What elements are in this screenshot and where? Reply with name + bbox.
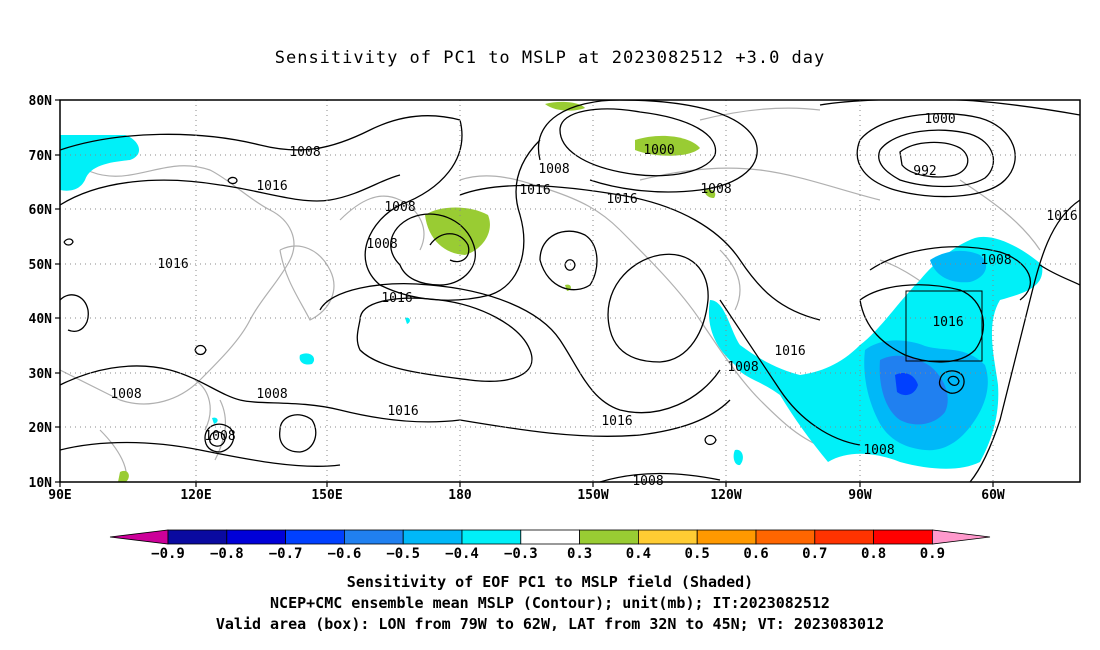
colorbar-box bbox=[696, 529, 757, 545]
graticule bbox=[60, 100, 1080, 482]
contour-label: 1008 bbox=[366, 237, 397, 252]
colorbar-tick-label: 0.8 bbox=[861, 546, 886, 562]
colorbar-box bbox=[873, 529, 933, 545]
contour-label: 1008 bbox=[204, 429, 235, 444]
colorbar-arrow-high bbox=[932, 529, 991, 545]
caption-line: NCEP+CMC ensemble mean MSLP (Contour); u… bbox=[270, 594, 830, 612]
lon-label: 180 bbox=[448, 488, 472, 503]
colorbar-tick-label: 0.4 bbox=[626, 546, 651, 562]
contour-label: 1008 bbox=[980, 253, 1011, 268]
contour-label: 1008 bbox=[700, 182, 731, 197]
contour-label: 1008 bbox=[384, 200, 415, 215]
colorbar-tick-label: 0.5 bbox=[685, 546, 710, 562]
lat-label: 10N bbox=[29, 476, 53, 491]
contour-label: 1008 bbox=[538, 162, 569, 177]
contour-label: 992 bbox=[913, 164, 936, 179]
lat-label: 50N bbox=[29, 258, 53, 273]
colorbar-box bbox=[638, 529, 698, 545]
lat-label: 30N bbox=[29, 367, 53, 382]
map-title: Sensitivity of PC1 to MSLP at 2023082512… bbox=[274, 48, 826, 68]
caption-line: Sensitivity of EOF PC1 to MSLP field (Sh… bbox=[346, 573, 754, 591]
colorbar-tick-label: −0.6 bbox=[328, 546, 362, 562]
plot-frame bbox=[59, 99, 1081, 483]
contour-label: 1016 bbox=[157, 257, 188, 272]
colorbar-tick-label: −0.8 bbox=[210, 546, 244, 562]
lat-label: 40N bbox=[29, 312, 53, 327]
latitude-labels: 80N 70N 60N 50N 40N 30N 20N 10N bbox=[29, 94, 53, 491]
lon-label: 90E bbox=[48, 488, 71, 503]
colorbar-box bbox=[402, 529, 463, 545]
negative-sensitivity bbox=[60, 135, 1043, 469]
colorbar-box bbox=[755, 529, 816, 545]
colorbar-tick-label: 0.6 bbox=[743, 546, 768, 562]
lat-label: 80N bbox=[29, 94, 53, 109]
contour-label: 1000 bbox=[924, 112, 955, 127]
contour-label: 1008 bbox=[727, 360, 758, 375]
lat-label: 70N bbox=[29, 149, 53, 164]
contour-label: 1016 bbox=[1046, 209, 1077, 224]
colorbar-box bbox=[226, 529, 287, 545]
contour-label: 1016 bbox=[601, 414, 632, 429]
contour-label: 1016 bbox=[932, 315, 963, 330]
lon-label: 150E bbox=[311, 488, 342, 503]
colorbar-tick-label: −0.9 bbox=[151, 546, 185, 562]
lat-label: 20N bbox=[29, 421, 53, 436]
caption-line: Valid area (box): LON from 79W to 62W, L… bbox=[215, 615, 885, 633]
colorbar-box bbox=[814, 529, 874, 545]
contour-label: 1000 bbox=[643, 143, 674, 158]
contour-label: 1008 bbox=[110, 387, 141, 402]
contour-label: 1008 bbox=[256, 387, 287, 402]
contour-label: 1016 bbox=[519, 183, 550, 198]
contour-label: 1008 bbox=[863, 443, 894, 458]
colorbar-tick-label: 0.9 bbox=[920, 546, 945, 562]
lon-label: 150W bbox=[577, 488, 608, 503]
colorbar: −0.9 −0.8 −0.7 −0.6 −0.5 −0.4 −0.3 0.3 0.4 0.5 0.6… bbox=[109, 529, 991, 562]
colorbar-box bbox=[167, 529, 228, 545]
lon-label: 120E bbox=[180, 488, 211, 503]
lon-label: 90W bbox=[848, 488, 872, 503]
colorbar-tick-label: −0.5 bbox=[386, 546, 420, 562]
contour-label: 1008 bbox=[289, 145, 320, 160]
contour-label: 1016 bbox=[606, 192, 637, 207]
mslp-contours bbox=[60, 100, 1080, 482]
longitude-labels: 90E 120E 150E 180 150W 120W 90W 60W bbox=[48, 488, 1005, 503]
colorbar-box bbox=[343, 529, 404, 545]
contour-label: 1016 bbox=[387, 404, 418, 419]
lon-label: 120W bbox=[710, 488, 741, 503]
colorbar-box bbox=[579, 529, 639, 545]
colorbar-tick-label: −0.3 bbox=[504, 546, 538, 562]
colorbar-box bbox=[285, 529, 345, 545]
contour-label: 1016 bbox=[774, 344, 805, 359]
colorbar-arrow-low bbox=[109, 529, 169, 545]
colorbar-tick-label: 0.7 bbox=[802, 546, 827, 562]
colorbar-tick-label: −0.7 bbox=[269, 546, 303, 562]
colorbar-box bbox=[461, 529, 522, 545]
contour-label: 1016 bbox=[256, 179, 287, 194]
captions: Sensitivity of EOF PC1 to MSLP field (Sh… bbox=[0, 572, 1100, 635]
contour-label: 1016 bbox=[381, 291, 412, 306]
contour-labels: 1008 1016 1008 1008 1016 1008 1016 1000 … bbox=[110, 112, 1077, 489]
colorbar-box bbox=[520, 529, 580, 545]
lat-label: 60N bbox=[29, 203, 53, 218]
valid-area-box bbox=[905, 290, 983, 362]
colorbar-tick-label: −0.4 bbox=[445, 546, 479, 562]
lon-label: 60W bbox=[981, 488, 1005, 503]
colorbar-tick-label: 0.3 bbox=[567, 546, 592, 562]
